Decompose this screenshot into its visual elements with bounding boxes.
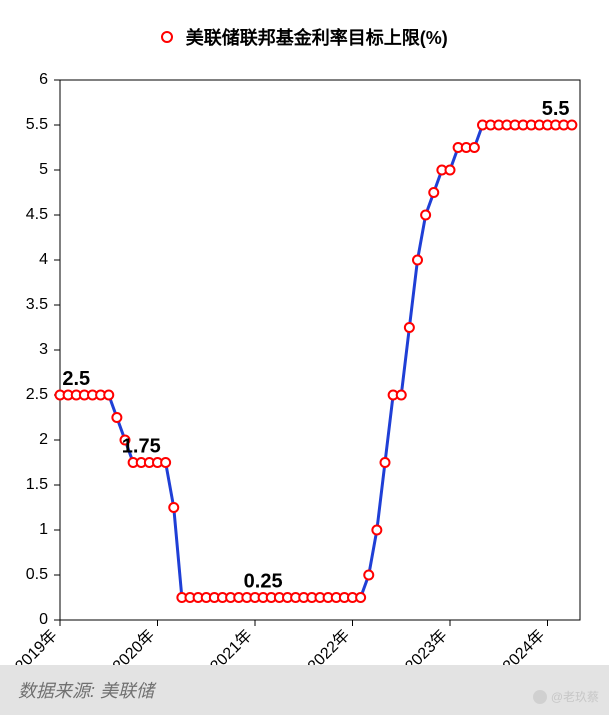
watermark: @老玖蔡 xyxy=(533,688,599,705)
svg-text:1.75: 1.75 xyxy=(122,436,161,458)
svg-text:0.25: 0.25 xyxy=(244,571,283,593)
svg-text:5.5: 5.5 xyxy=(542,98,570,120)
svg-text:4.5: 4.5 xyxy=(26,206,48,223)
svg-text:0.5: 0.5 xyxy=(26,566,48,583)
svg-text:0: 0 xyxy=(39,611,48,628)
svg-text:5: 5 xyxy=(39,161,48,178)
svg-text:1.5: 1.5 xyxy=(26,476,48,493)
svg-text:2.5: 2.5 xyxy=(26,386,48,403)
svg-text:5.5: 5.5 xyxy=(26,116,48,133)
legend-label: 美联储联邦基金利率目标上限(%) xyxy=(186,24,448,50)
footer-text: 数据来源: 美联储 xyxy=(18,677,154,703)
watermark-avatar-icon xyxy=(533,690,547,704)
watermark-text: @老玖蔡 xyxy=(551,688,599,705)
svg-text:2.5: 2.5 xyxy=(62,368,90,390)
page: 美联储联邦基金利率目标上限(%) 00.511.522.533.544.555.… xyxy=(0,0,609,715)
footer: 数据来源: 美联储 @老玖蔡 xyxy=(0,665,609,715)
svg-text:2: 2 xyxy=(39,431,48,448)
svg-text:3: 3 xyxy=(39,341,48,358)
legend-marker-icon xyxy=(161,31,173,43)
svg-text:1: 1 xyxy=(39,521,48,538)
svg-text:3.5: 3.5 xyxy=(26,296,48,313)
svg-text:4: 4 xyxy=(39,251,48,268)
chart: 00.511.522.533.544.555.562019年2020年2021年… xyxy=(60,80,580,620)
legend: 美联储联邦基金利率目标上限(%) xyxy=(0,24,609,50)
svg-text:6: 6 xyxy=(39,71,48,88)
plot-svg: 00.511.522.533.544.555.562019年2020年2021年… xyxy=(60,80,580,620)
